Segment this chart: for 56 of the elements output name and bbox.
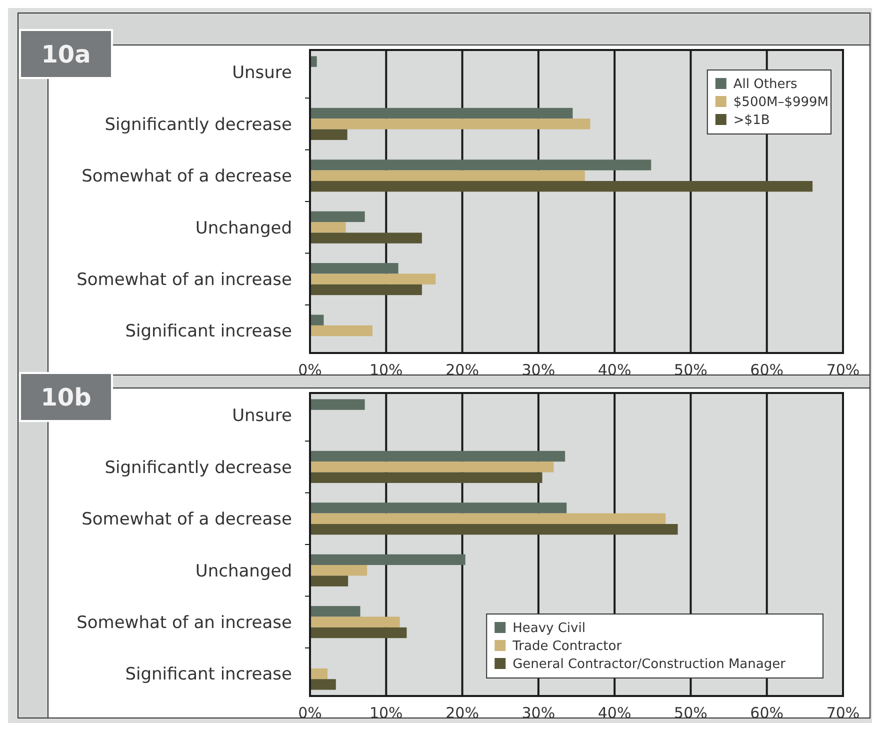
- bar: [310, 274, 436, 284]
- bar: [310, 513, 666, 524]
- bar: [310, 606, 360, 617]
- y-tick-label: Somewhat of a decrease: [82, 166, 292, 187]
- legend-label: $500M–$999M: [733, 95, 829, 110]
- y-tick-label: Somewhat of an increase: [76, 270, 292, 290]
- y-tick-label: Unsure: [232, 63, 292, 84]
- legend-label: Heavy Civil: [512, 621, 586, 636]
- y-tick-label: Significant increase: [125, 322, 292, 342]
- y-tick-label: Significantly decrease: [104, 458, 292, 478]
- bar: [310, 554, 466, 566]
- y-tick-label: Somewhat of an increase: [76, 613, 292, 634]
- y-tick-label: Unchanged: [195, 561, 292, 582]
- bar: [310, 576, 348, 586]
- bar: [310, 616, 400, 628]
- bar: [310, 565, 368, 576]
- legend-label: >$1B: [733, 113, 770, 128]
- bar: [310, 180, 813, 192]
- bar: [310, 160, 652, 170]
- legend-label: General Contractor/Construction Manager: [512, 657, 786, 672]
- bar: [310, 170, 585, 181]
- bar: [310, 232, 422, 244]
- bar: [310, 222, 346, 233]
- text: 10b: [40, 383, 92, 412]
- bar: [310, 263, 398, 274]
- y-tick-label: Significantly decrease: [104, 114, 292, 135]
- x-tick-label: 0%: [298, 361, 322, 379]
- bar: [310, 129, 348, 140]
- legend-label: All Others: [733, 77, 798, 92]
- bar: [310, 627, 407, 638]
- bar: [310, 450, 566, 462]
- x-tick-label: 70%: [826, 704, 860, 722]
- bar: [310, 284, 422, 296]
- y-tick-label: Somewhat of a decrease: [82, 510, 292, 530]
- bar: [310, 56, 317, 67]
- y-tick-label: Significant increase: [125, 664, 292, 685]
- bar: [310, 524, 678, 535]
- text: 10a: [41, 40, 91, 68]
- bar: [310, 314, 324, 326]
- bar: [310, 679, 336, 690]
- x-tick-label: 40%: [598, 704, 632, 722]
- bar: [310, 668, 328, 680]
- y-tick-label: Unsure: [232, 406, 292, 426]
- bar: [310, 118, 590, 130]
- bar: [310, 108, 573, 119]
- y-tick-label: Unchanged: [195, 218, 292, 238]
- legend-label: Trade Contractor: [512, 639, 622, 654]
- bar: [310, 462, 554, 472]
- bar: [310, 472, 542, 483]
- bar: [310, 211, 365, 222]
- bar: [310, 325, 372, 336]
- x-tick-label: 0%: [298, 704, 322, 722]
- x-tick-label: 40%: [598, 361, 632, 379]
- bar: [310, 502, 567, 514]
- bar: [310, 399, 365, 410]
- x-tick-label: 70%: [826, 361, 860, 379]
